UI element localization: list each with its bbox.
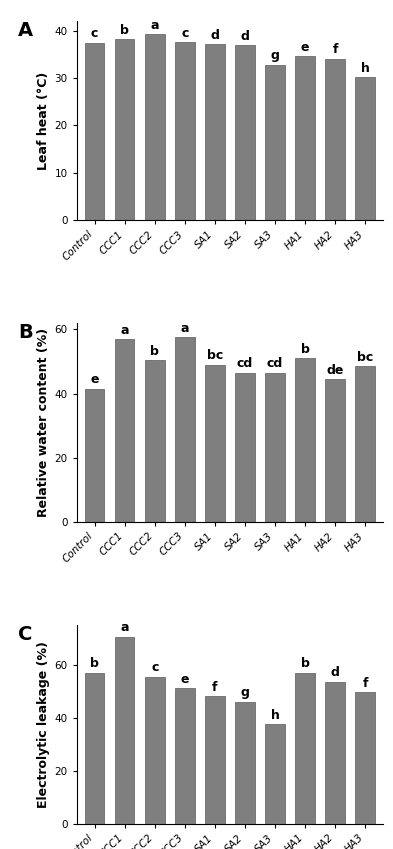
Bar (145, 35, 165, 220)
Bar (355, 693, 375, 824)
Bar (295, 56, 315, 220)
Bar (85, 42, 105, 220)
Text: a: a (151, 19, 159, 32)
Bar (175, 42, 195, 220)
Bar (175, 338, 195, 521)
Bar (265, 373, 285, 521)
Bar (265, 65, 285, 220)
Text: de: de (327, 363, 344, 377)
Text: a: a (121, 323, 129, 337)
Bar (115, 339, 134, 521)
Text: e: e (180, 673, 189, 686)
Bar (115, 637, 134, 824)
Text: C: C (18, 625, 33, 644)
Text: g: g (241, 686, 250, 700)
Bar (355, 366, 375, 521)
Bar (145, 677, 165, 824)
Bar (325, 682, 345, 824)
Text: e: e (90, 374, 99, 386)
Bar (265, 724, 285, 824)
Text: g: g (270, 49, 279, 62)
Text: d: d (241, 30, 250, 43)
Bar (205, 696, 225, 824)
Text: A: A (18, 21, 33, 40)
Text: e: e (301, 41, 309, 53)
Y-axis label: Electrolytic leakage (%): Electrolytic leakage (%) (37, 641, 50, 807)
Bar (295, 672, 315, 824)
Bar (235, 702, 255, 824)
Text: d: d (331, 666, 340, 679)
Text: b: b (301, 657, 309, 670)
Bar (205, 44, 225, 220)
Text: f: f (212, 681, 218, 694)
Text: f: f (362, 677, 368, 690)
Bar (175, 689, 195, 824)
Text: bc: bc (357, 351, 373, 364)
Bar (235, 373, 255, 521)
Bar (295, 358, 315, 521)
Text: b: b (90, 657, 99, 670)
Text: b: b (301, 343, 309, 356)
Bar (115, 39, 134, 220)
Text: a: a (180, 322, 189, 335)
Y-axis label: Leaf heat (°C): Leaf heat (°C) (37, 71, 50, 170)
Bar (205, 365, 225, 521)
Text: bc: bc (207, 349, 223, 363)
Bar (235, 45, 255, 220)
Text: b: b (151, 345, 159, 357)
Text: h: h (361, 62, 369, 75)
Y-axis label: Relative water content (%): Relative water content (%) (37, 328, 50, 517)
Text: c: c (181, 26, 189, 40)
Text: b: b (120, 24, 129, 37)
Bar (325, 380, 345, 521)
Text: c: c (91, 27, 98, 40)
Bar (355, 77, 375, 220)
Bar (85, 389, 105, 521)
Bar (85, 672, 105, 824)
Text: B: B (18, 323, 33, 342)
Text: d: d (210, 29, 219, 42)
Text: h: h (270, 709, 279, 722)
Text: cd: cd (267, 357, 283, 370)
Text: a: a (121, 621, 129, 634)
Bar (145, 360, 165, 521)
Text: f: f (332, 43, 338, 56)
Text: c: c (151, 661, 158, 674)
Bar (325, 59, 345, 220)
Text: cd: cd (237, 357, 253, 370)
